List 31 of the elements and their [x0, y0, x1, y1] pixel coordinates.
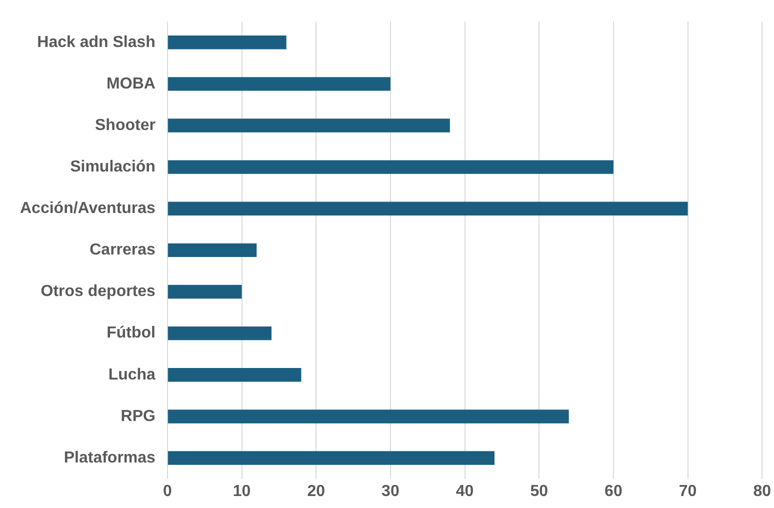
bar — [168, 243, 257, 258]
x-tick-label: 0 — [162, 482, 172, 500]
bar — [168, 36, 286, 50]
bar — [168, 368, 302, 382]
y-tick-label: Plataformas — [64, 449, 156, 466]
x-tick-label: 30 — [382, 482, 400, 500]
y-tick-label: Fútbol — [106, 324, 156, 342]
bar — [168, 160, 614, 174]
y-tick-label: Hack adn Slash — [37, 34, 156, 51]
x-tick-label: 10 — [232, 482, 251, 500]
x-tick-label: 50 — [530, 482, 548, 500]
y-tick-label: RPG — [120, 408, 156, 425]
x-tick-label: 70 — [678, 482, 697, 500]
y-tick-label: Simulación — [70, 158, 156, 176]
x-tick-label: 80 — [753, 482, 772, 500]
x-tick-label: 40 — [456, 482, 474, 500]
bar — [168, 451, 495, 465]
bar — [168, 202, 688, 216]
x-tick-label: 20 — [307, 482, 326, 500]
bar — [168, 284, 242, 299]
y-tick-label: Lucha — [108, 366, 156, 384]
bar — [168, 326, 272, 340]
y-tick-label: Otros deportes — [40, 283, 156, 300]
bar — [168, 77, 390, 91]
x-tick-label: 60 — [604, 482, 622, 500]
y-tick-label: Shooter — [94, 116, 156, 134]
bar — [168, 410, 569, 424]
y-tick-label: MOBA — [106, 75, 156, 92]
y-tick-label: Acción/Aventuras — [20, 200, 156, 218]
y-tick-label: Carreras — [90, 242, 156, 259]
bar — [168, 118, 450, 132]
